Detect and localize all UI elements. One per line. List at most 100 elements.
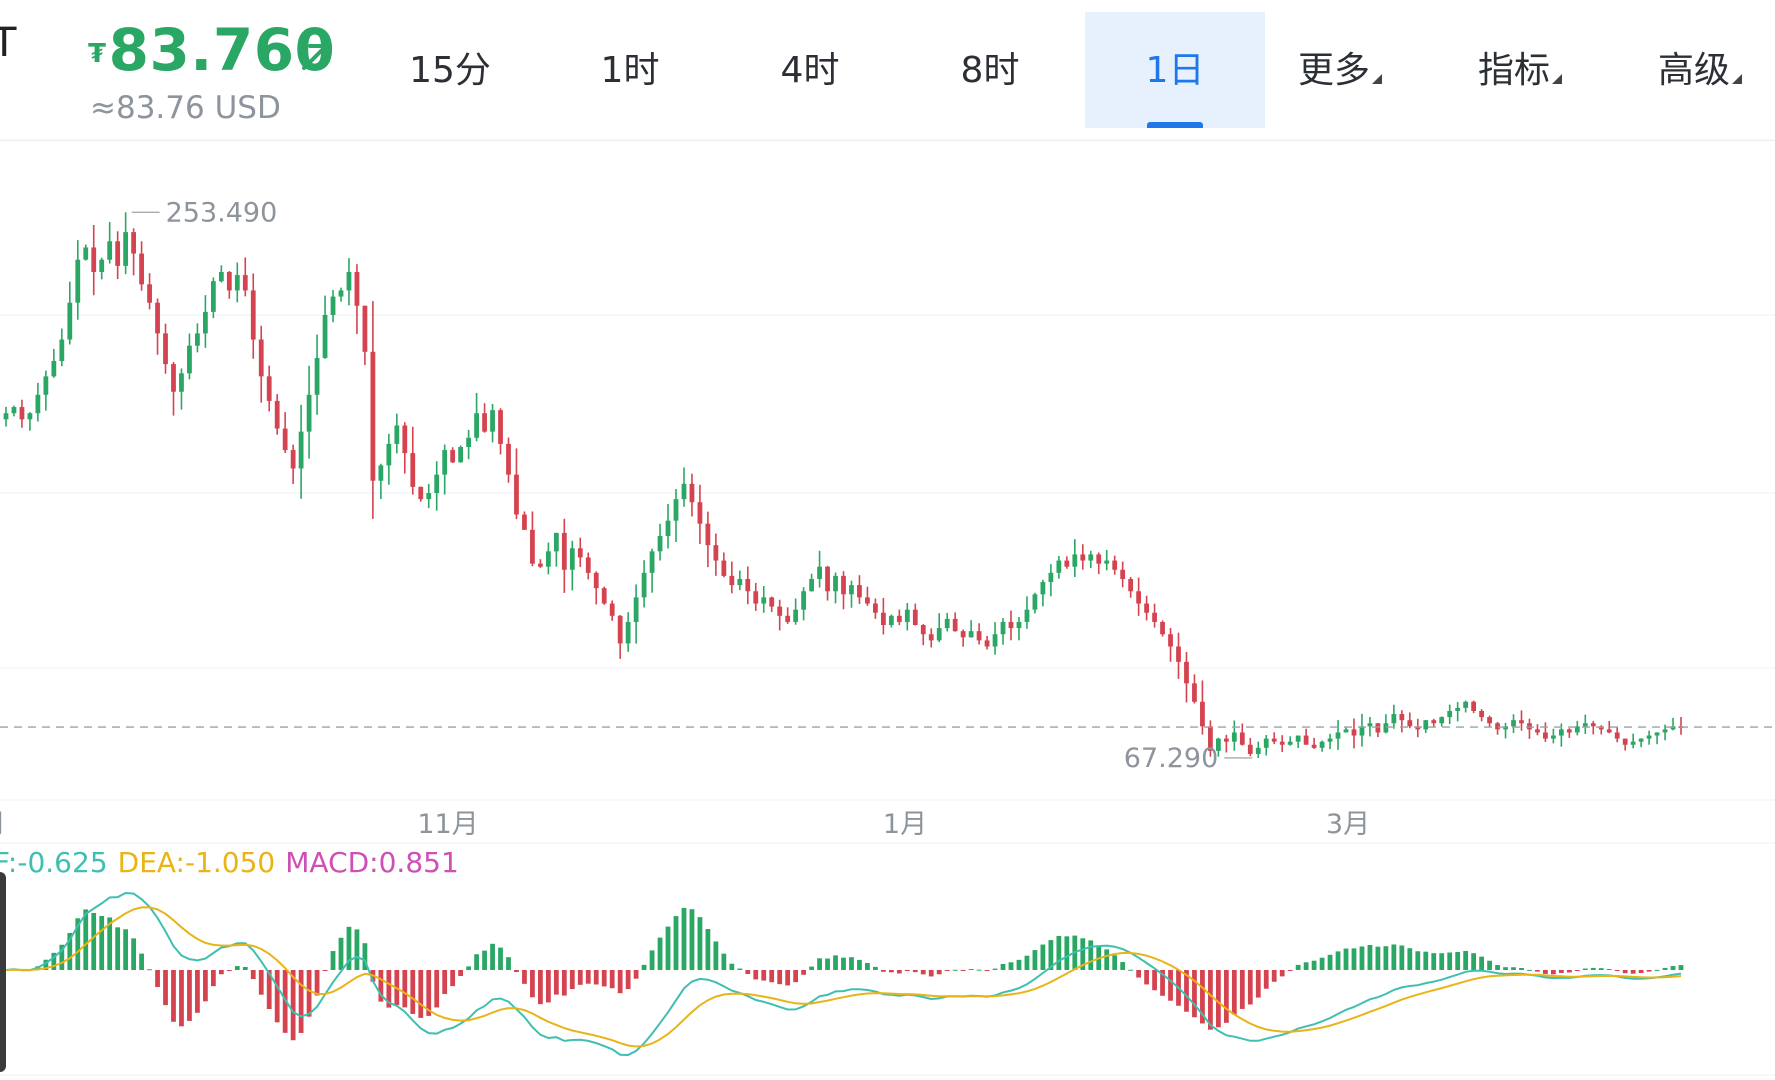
candle-body xyxy=(226,272,232,291)
candle-body xyxy=(386,443,392,466)
candle-body xyxy=(1096,554,1102,564)
candle-body xyxy=(1582,723,1588,727)
macd-histogram-bar xyxy=(928,970,934,977)
macd-histogram-bar xyxy=(1550,970,1556,975)
candle-body xyxy=(1638,738,1644,742)
macd-histogram-bar xyxy=(1439,953,1445,970)
macd-histogram-bar xyxy=(1231,970,1237,1015)
tab-6[interactable]: 指标 xyxy=(1445,12,1595,128)
candle-body xyxy=(785,615,791,622)
macd-histogram-bar xyxy=(538,970,543,1005)
macd-histogram-bar xyxy=(833,955,838,970)
macd-histogram-bar xyxy=(203,970,208,1002)
candle-body xyxy=(705,523,711,546)
macd-histogram-bar xyxy=(944,970,950,971)
candle-body xyxy=(968,631,974,638)
macd-histogram-bar xyxy=(960,970,966,971)
candle-body xyxy=(1319,741,1325,748)
tab-1[interactable]: 1时 xyxy=(565,12,695,128)
candle-body xyxy=(139,253,144,285)
macd-histogram-bar xyxy=(75,918,81,970)
macd-histogram-bar xyxy=(681,907,687,970)
macd-histogram-bar xyxy=(458,970,464,976)
candle-body xyxy=(793,609,799,622)
candle-body xyxy=(474,413,479,438)
candle-body xyxy=(59,339,65,362)
macd-histogram-bar xyxy=(466,966,472,970)
macd-histogram-bar xyxy=(737,968,743,970)
macd-histogram-bar xyxy=(522,970,527,984)
macd-histogram-bar xyxy=(306,970,312,1017)
candle-body xyxy=(418,486,424,500)
candle-body xyxy=(960,631,966,638)
candle-body xyxy=(641,572,647,598)
candle-body xyxy=(538,563,543,567)
candle-body xyxy=(514,474,519,515)
candle-body xyxy=(338,290,344,297)
candle-body xyxy=(91,247,97,272)
candle-body xyxy=(944,618,950,629)
candle-body xyxy=(1543,732,1548,739)
panel-resize-handle[interactable] xyxy=(0,872,6,1072)
candle-body xyxy=(1160,621,1165,635)
candle-body xyxy=(506,443,511,475)
candle-body xyxy=(585,557,591,573)
macd-histogram-bar xyxy=(107,917,113,970)
macd-histogram-bar xyxy=(689,909,695,970)
candle-body xyxy=(1303,735,1309,745)
macd-histogram-bar xyxy=(697,917,703,970)
candle-body xyxy=(171,364,176,392)
macd-histogram-bar xyxy=(450,970,456,987)
macd-histogram-bar xyxy=(609,970,615,989)
candle-body xyxy=(75,259,81,303)
tab-0[interactable]: 15分 xyxy=(385,12,515,128)
macd-histogram-bar xyxy=(1295,964,1301,970)
dropdown-corner-icon xyxy=(1552,74,1562,84)
macd-histogram-bar xyxy=(1654,969,1660,971)
macd-histogram-bar xyxy=(801,970,807,975)
candle-body xyxy=(1184,661,1189,684)
tab-4[interactable]: 1日 xyxy=(1085,12,1265,128)
macd-histogram-bar xyxy=(131,938,137,970)
candle-body xyxy=(442,450,448,475)
macd-histogram-bar xyxy=(1431,953,1437,970)
macd-histogram-bar xyxy=(338,937,344,970)
macd-histogram-bar xyxy=(1080,938,1086,970)
macd-histogram-bar xyxy=(163,970,168,1006)
macd-histogram-bar xyxy=(1375,946,1381,970)
candle-body xyxy=(896,615,902,622)
candle-body xyxy=(498,410,503,444)
candle-body xyxy=(1200,701,1205,727)
candle-body xyxy=(769,597,775,607)
macd-histogram-bar xyxy=(849,957,854,970)
macd-histogram-bar xyxy=(1016,959,1022,970)
tab-3[interactable]: 8时 xyxy=(925,12,1055,128)
macd-histogram-bar xyxy=(553,970,559,995)
macd-histogram-bar xyxy=(705,929,711,970)
macd-histogram-bar xyxy=(1558,970,1564,973)
candle-body xyxy=(163,333,168,365)
tab-5[interactable]: 更多 xyxy=(1265,12,1415,128)
candle-body xyxy=(290,450,296,469)
macd-histogram-bar xyxy=(290,970,296,1041)
candle-body xyxy=(833,575,838,592)
macd-histogram-bar xyxy=(1120,962,1126,970)
tab-2[interactable]: 4时 xyxy=(745,12,875,128)
candle-body xyxy=(1630,741,1636,745)
macd-histogram-bar xyxy=(721,953,727,970)
candle-body xyxy=(394,425,400,444)
macd-histogram-bar xyxy=(514,970,519,972)
candle-body xyxy=(258,339,264,377)
macd-histogram-bar xyxy=(585,970,591,984)
candle-body xyxy=(1112,560,1118,570)
macd-histogram-bar xyxy=(1279,970,1285,977)
candle-body xyxy=(1208,726,1213,751)
candle-body xyxy=(1128,578,1134,592)
candle-body xyxy=(1598,726,1604,730)
price-value: 83.760 xyxy=(108,16,336,84)
macd-histogram-bar xyxy=(1678,965,1684,970)
tab-7[interactable]: 高级 xyxy=(1625,12,1775,128)
macd-histogram-bar xyxy=(1487,960,1492,970)
macd-histogram-bar xyxy=(1088,940,1094,970)
